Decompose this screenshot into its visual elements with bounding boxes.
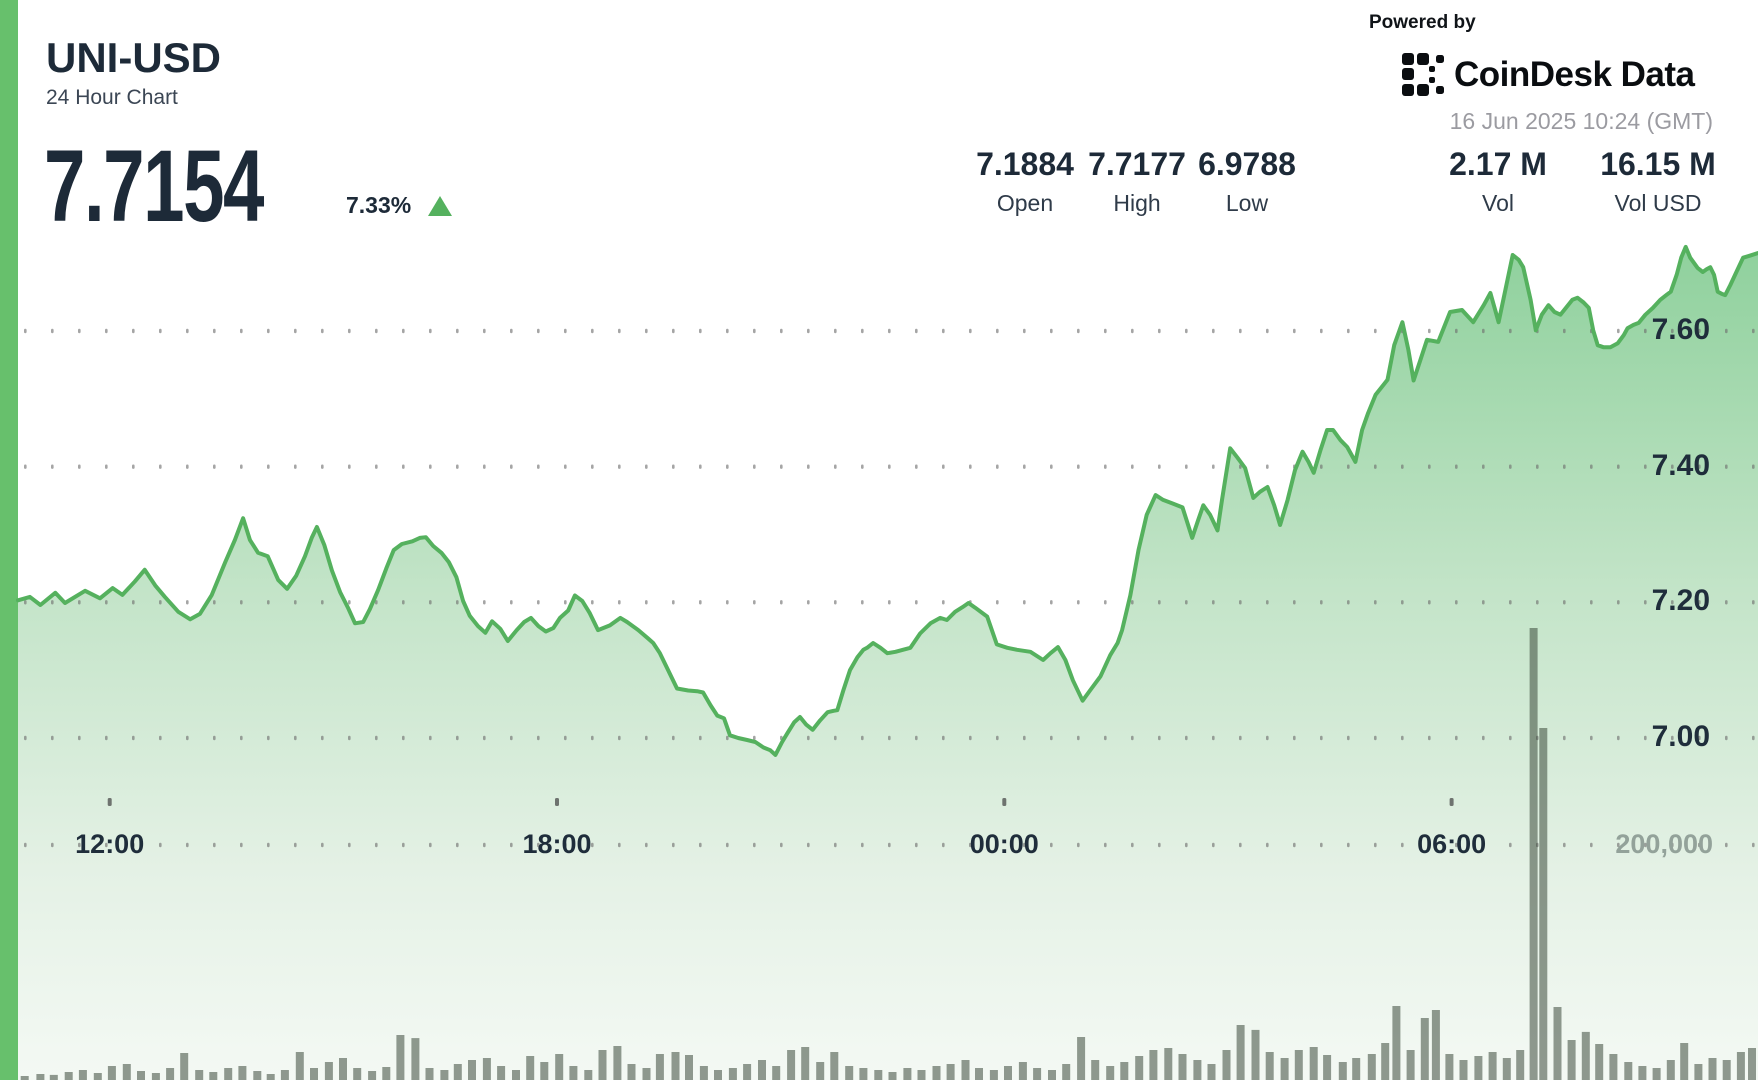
stat-vol-label: Vol	[1482, 190, 1514, 216]
price-line	[16, 244, 1758, 757]
time-tick-label: 12:00	[75, 829, 145, 859]
current-price: 7.7154	[44, 129, 264, 243]
powered-by-label: Powered by	[1369, 12, 1476, 33]
stat-low-label: Low	[1225, 190, 1269, 216]
time-tick-label: 00:00	[969, 829, 1039, 859]
coindesk-logo: CoinDesk Data	[1402, 53, 1695, 96]
stat-high: 7.7177 High	[1037, 146, 1237, 217]
price-tick-label: 7.60	[1651, 313, 1710, 346]
stat-high-label: High	[1113, 190, 1161, 216]
volume-axis-label: 200,000	[1615, 829, 1713, 859]
price-tick-label: 7.20	[1651, 584, 1710, 618]
time-axis-ticks	[107, 798, 1454, 806]
stat-open-label: Open	[996, 190, 1054, 216]
stat-vol-usd-label: Vol USD	[1614, 190, 1702, 216]
stat-high-value: 7.7177	[1088, 146, 1186, 182]
stat-open: 7.1884 Open	[925, 146, 1125, 217]
time-tick-label: 18:00	[522, 829, 592, 859]
brand-name: CoinDesk Data	[1454, 54, 1695, 94]
up-triangle-icon	[428, 196, 452, 216]
stat-vol-usd-value: 16.15 M	[1600, 146, 1716, 182]
chart-subtitle: 24 Hour Chart	[46, 86, 178, 109]
stat-open-value: 7.1884	[976, 146, 1074, 182]
stat-vol: 2.17 M Vol	[1398, 146, 1598, 217]
stat-vol-usd: 16.15 M Vol USD	[1558, 146, 1758, 217]
price-tick-label: 7.40	[1651, 448, 1710, 482]
price-tick-label: 7.00	[1651, 719, 1710, 753]
stat-low-value: 6.9788	[1198, 146, 1296, 182]
symbol-title: UNI-USD	[46, 34, 221, 81]
price-area-fill	[18, 246, 1758, 1080]
change-percent: 7.33%	[346, 192, 412, 218]
dotted-gridlines	[24, 328, 1755, 848]
time-tick-label: 06:00	[1417, 829, 1487, 859]
left-accent-bar	[0, 0, 18, 1080]
volume-bars	[20, 628, 1756, 1080]
timestamp: 16 Jun 2025 10:24 (GMT)	[1449, 108, 1713, 134]
coindesk-logo-icon	[1402, 53, 1444, 96]
stat-low: 6.9788 Low	[1147, 146, 1347, 217]
stat-vol-value: 2.17 M	[1449, 146, 1547, 182]
